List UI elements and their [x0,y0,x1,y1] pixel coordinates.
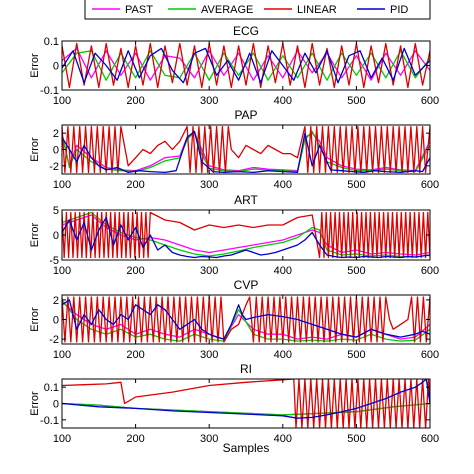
subplot-pap: PAP 100 200 300 400 500 600 2 0 -2 Error [29,108,439,191]
plot-area [62,296,430,343]
x-tick-label: 600 [421,433,439,445]
x-tick-label: 300 [200,349,218,361]
legend-entry: PAST [92,4,153,16]
y-tick-label: 2 [53,295,59,307]
y-tick-label: 5 [53,205,59,217]
y-tick-label: 0 [53,61,59,73]
x-tick-label: 100 [53,349,71,361]
legend-label-past: PAST [125,4,153,16]
x-tick-label: 600 [421,95,439,107]
plot-area [62,211,430,259]
y-tick-label: 0 [53,315,59,327]
x-tick-label: 500 [347,265,365,277]
series-line-linear [62,379,430,428]
y-tick-label: -0.1 [40,85,59,97]
legend-box [84,0,431,20]
x-tick-label: 300 [200,95,218,107]
series-line-pid [62,379,430,419]
y-tick-label: 0 [53,145,59,157]
subplot-title: ART [234,193,258,207]
legend-entry: PID [357,4,408,16]
x-tick-label: 300 [200,179,218,191]
legend-entry: LINEAR [264,4,337,16]
x-tick-label: 400 [274,179,292,191]
x-tick-label: 500 [347,95,365,107]
series-line-pid [62,299,430,340]
x-tick-label: 300 [200,265,218,277]
y-axis-label: Error [29,222,41,247]
x-tick-label: 200 [126,265,144,277]
x-tick-label: 500 [347,349,365,361]
series-line-past [62,132,430,172]
series-line-past [62,214,430,256]
y-axis-label: Error [29,53,41,78]
y-tick-label: -5 [49,255,59,267]
subplot-title: PAP [234,108,257,122]
y-tick-label: 0 [53,399,59,411]
y-tick-label: 0 [53,230,59,242]
x-tick-label: 600 [421,349,439,361]
y-tick-label: 2 [53,128,59,140]
legend: PAST AVERAGE LINEAR PID [84,0,431,20]
legend-label-average: AVERAGE [201,4,253,16]
subplot-cvp: CVP 100 200 300 400 500 600 2 0 -2 Error [29,278,439,361]
subplot-ecg: ECG 100 200 300 400 500 600 0.1 0 -0.1 Error [29,24,439,107]
series-line-linear [62,42,430,89]
series-line-past [62,47,430,81]
x-tick-label: 400 [274,95,292,107]
x-tick-label: 300 [200,433,218,445]
y-tick-label: 0.1 [44,36,59,48]
subplot-title: RI [240,362,252,376]
x-tick-label: 400 [274,265,292,277]
series-line-linear [62,125,430,174]
series-line-linear [62,211,430,259]
x-axis-label: Samples [223,441,270,455]
x-tick-label: 100 [53,433,71,445]
y-axis-label: Error [29,307,41,332]
y-tick-label: -2 [49,334,59,346]
plot-area [62,42,430,89]
x-tick-label: 200 [126,433,144,445]
legend-label-linear: LINEAR [297,4,337,16]
y-tick-label: 0.1 [44,382,59,394]
x-tick-label: 200 [126,349,144,361]
series-line-linear [62,296,430,343]
x-tick-label: 600 [421,265,439,277]
x-tick-label: 100 [53,95,71,107]
y-tick-label: -2 [49,161,59,173]
y-axis-label: Error [29,391,41,416]
x-tick-label: 500 [347,179,365,191]
x-tick-label: 100 [53,179,71,191]
series-line-pid [62,130,430,174]
x-tick-label: 100 [53,265,71,277]
x-tick-label: 400 [274,349,292,361]
subplot-title: ECG [233,24,259,38]
series-line-average [62,402,430,416]
x-tick-label: 600 [421,179,439,191]
legend-label-pid: PID [390,4,408,16]
x-tick-label: 200 [126,179,144,191]
subplot-title: CVP [234,278,259,292]
y-tick-label: -0.1 [40,415,59,427]
series-line-pid [62,216,430,259]
plot-area [62,125,430,174]
plot-area [62,379,430,428]
x-tick-label: 500 [347,433,365,445]
series-line-pid [62,47,430,84]
subplot-art: ART 100 200 300 400 500 600 5 0 -5 Error [29,193,439,277]
legend-entry: AVERAGE [168,4,253,16]
y-axis-label: Error [29,137,41,162]
x-tick-label: 200 [126,95,144,107]
x-tick-label: 400 [274,433,292,445]
